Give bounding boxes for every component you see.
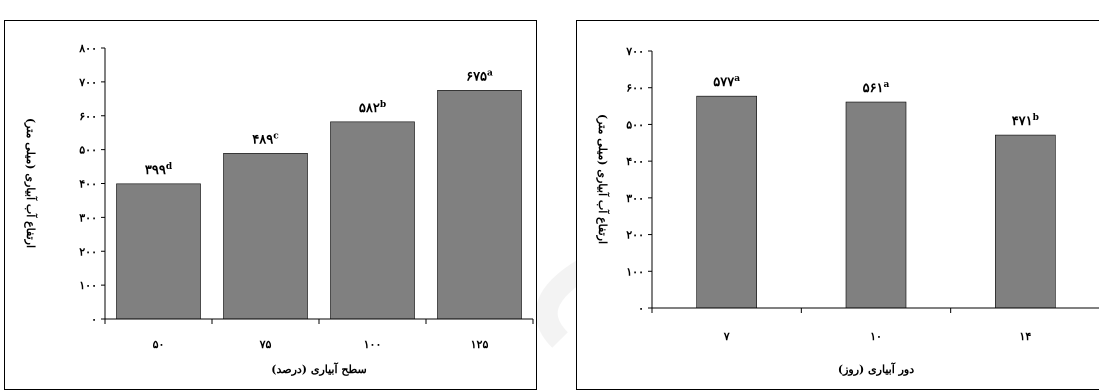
- data-label: ۵۷۷a: [713, 74, 740, 90]
- y-tick-label: ۲۰۰: [626, 229, 644, 242]
- x-tick-label: ۱۰: [870, 330, 882, 343]
- y-tick-label: ۴۰۰: [626, 155, 644, 168]
- y-tick-label: ۵۰۰: [79, 144, 97, 157]
- bar: [330, 121, 415, 320]
- bar: [437, 90, 522, 320]
- y-tick-label: ۶۰۰: [626, 82, 644, 95]
- y-tick-label: ۷۰۰: [78, 76, 97, 89]
- y-axis-title: ارتفاع آب آبیاری (میلی متر): [24, 118, 38, 248]
- x-tick-label: ۷۵: [259, 338, 272, 351]
- data-label: ۵۶۱a: [863, 80, 890, 96]
- data-label: ۳۹۹d: [145, 162, 173, 178]
- data-label: ۴۸۹c: [252, 131, 279, 147]
- bar: [995, 134, 1056, 309]
- data-label: ۵۸۲b: [359, 100, 386, 116]
- data-label: ۴۷۱b: [1012, 113, 1039, 129]
- chart-panel-irrigation-interval: ۵۷۷a ۵۶۱a ۴۷۱b ۰ ۱۰۰ ۲۰۰ ۳۰۰ ۴۰۰ ۵۰۰ ۶۰۰ ۷۰۰ ۷ ۱۰ ۱۴ د…: [576, 20, 1099, 390]
- y-tick-label: ۲۰۰: [79, 245, 97, 258]
- y-tick-label: ۴۰۰: [79, 178, 97, 191]
- y-axis-title: ارتفاع آب آبیاری (میلی متر): [596, 114, 610, 244]
- bar-chart-irrigation-level: ۳۹۹d ۴۸۹c ۵۸۲b ۶۷۵a ۰ ۱۰۰ ۲۰۰ ۳۰۰ ۴۰۰ ۵۰۰ ۶۰۰ ۷۰۰ ۸۰…: [24, 42, 534, 376]
- x-tick-label: ۷: [723, 330, 730, 343]
- x-tick-label: ۵۰: [153, 338, 165, 351]
- x-axis-title: دور آبیاری (روز): [838, 362, 914, 376]
- bar: [223, 153, 308, 320]
- x-axis-title: سطح آبیاری (درصد): [271, 362, 366, 376]
- x-tick-label: ۱۰۰: [364, 338, 382, 351]
- bar: [116, 183, 201, 320]
- y-tick-label: ۸۰۰: [78, 42, 97, 55]
- y-tick-label: ۰: [91, 313, 97, 326]
- y-tick-label: ۱۰۰: [626, 265, 644, 278]
- bar-chart-irrigation-interval: ۵۷۷a ۵۶۱a ۴۷۱b ۰ ۱۰۰ ۲۰۰ ۳۰۰ ۴۰۰ ۵۰۰ ۶۰۰ ۷۰۰ ۷ ۱۰ ۱۴ د…: [596, 45, 1099, 376]
- data-label: ۶۷۵a: [466, 68, 493, 84]
- y-tick-label: ۰: [638, 302, 644, 315]
- y-tick-label: ۶۰۰: [79, 110, 97, 123]
- y-tick-label: ۳۰۰: [79, 211, 97, 224]
- bar: [845, 101, 907, 309]
- y-tick-label: ۳۰۰: [626, 192, 644, 205]
- bar: [696, 95, 757, 309]
- y-tick-label: ۱۰۰: [79, 279, 97, 292]
- x-tick-label: ۱۴: [1019, 330, 1031, 343]
- y-tick-label: ۵۰۰: [626, 118, 644, 131]
- chart-panel-irrigation-level: ۳۹۹d ۴۸۹c ۵۸۲b ۶۷۵a ۰ ۱۰۰ ۲۰۰ ۳۰۰ ۴۰۰ ۵۰۰ ۶۰۰ ۷۰۰ ۸۰…: [4, 20, 537, 390]
- y-tick-label: ۷۰۰: [625, 45, 644, 58]
- x-tick-label: ۱۲۵: [471, 338, 489, 351]
